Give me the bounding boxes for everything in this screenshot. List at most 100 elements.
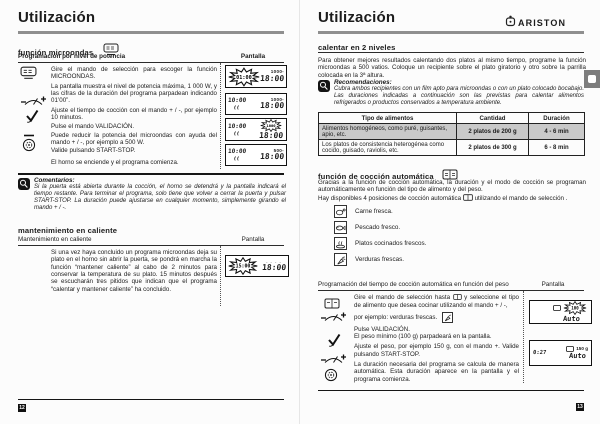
display-clock-value: 18:00 (258, 131, 284, 140)
table-header-row: Tipo de alimentos Cantidad Duración (318, 112, 585, 124)
section-separator (18, 173, 284, 175)
dual-display-icon (442, 167, 458, 185)
title-rule (318, 31, 584, 34)
step-press-validation: Pulse el mando VALIDACIÓN. (51, 123, 135, 131)
autocook-steps-text: Gire el mando de selección hasta y selec… (354, 294, 519, 383)
step-reduce-power: Puede reducir la potencia del microondas… (51, 131, 217, 146)
micro-steps-area: Gire el mando de selección para escoger … (18, 63, 287, 172)
keepwarm-subheader-row: Mantenimiento en caliente Pantalla (18, 236, 284, 246)
svg-text:01:00: 01:00 (236, 74, 252, 80)
section-microwave-header: función microondas (18, 43, 119, 61)
display-duration-value: 0:27 (532, 350, 547, 356)
plus-minus-knob-icon (20, 93, 47, 112)
start-stop-button-icon (22, 138, 36, 157)
check-icon (24, 108, 39, 128)
table-row: Los platos de consistencia heterogénea c… (318, 139, 585, 156)
column-header-keepwarm: Mantenimiento en caliente (18, 236, 92, 243)
display-box-keepwarm: 15:00 - - - - 18:00 (225, 255, 289, 277)
cell-duration: 4 - 6 min (528, 123, 585, 140)
footer-rule (318, 390, 584, 391)
starburst-flash: 01:00 (228, 66, 260, 87)
minus-icon (23, 125, 35, 143)
food-label: Pescado fresco. (355, 224, 401, 231)
title-rule (18, 31, 284, 34)
step-set-time: Ajuste el tiempo de cocción con el mando… (51, 106, 217, 121)
display-power-value: 1000- (270, 96, 284, 102)
col-food-type: Tipo de alimentos (318, 112, 457, 124)
meat-icon (334, 205, 347, 218)
food-label: Platos cocinados frescos. (355, 240, 427, 247)
display-auto-label: Auto (562, 315, 581, 323)
display-box-validated: 10:00 500- 18:00 (225, 144, 287, 166)
step-oven-starts: El horno se enciende y el programa comie… (51, 159, 179, 167)
check-icon (326, 332, 341, 352)
display-time-value: 10:00 (227, 122, 247, 130)
section-keepwarm-header: mantenimiento en caliente (18, 226, 118, 235)
fish-icon (334, 221, 347, 234)
steam-icon (234, 156, 239, 161)
start-stop-button-icon (324, 368, 338, 387)
mode-icon (566, 346, 575, 352)
svg-text:100: 100 (571, 305, 579, 310)
column-divider (523, 291, 524, 383)
display-clock-value: 18:00 (259, 152, 285, 162)
steam-icon (234, 130, 239, 136)
magnifier-hand-icon (18, 177, 30, 212)
food-label: Verduras frescas. (355, 256, 404, 263)
display-weight-value: 150 g (576, 345, 588, 351)
svg-text:1000: 1000 (266, 123, 276, 128)
footer-rule (18, 399, 284, 400)
column-header-programming: Programación del tiempo de cocción autom… (318, 281, 509, 288)
svg-text:15:00: 15:00 (236, 264, 251, 270)
section-header-label: función microondas (18, 47, 94, 57)
dual-display-icon (452, 294, 462, 302)
starburst-flash: 1000 (260, 119, 282, 132)
table-row: Alimentos homogéneos, como puré, guisant… (318, 123, 585, 140)
recommendations-block: Recomendaciones: Cubra ambos recipientes… (318, 79, 586, 107)
display-box-weight-flash: 100 Auto (529, 300, 592, 324)
plus-minus-knob-icon (320, 309, 347, 328)
section-autocook-header: función de cocción automática (318, 167, 458, 185)
page-number: 13 (576, 403, 584, 411)
display-clock-value: 18:00 (259, 73, 285, 83)
step-display-shows: La pantalla muestra el nivel de potencia… (51, 82, 217, 105)
column-divider (220, 63, 221, 169)
col-quantity: Cantidad (456, 112, 529, 124)
steam-icon (234, 105, 239, 110)
section-tab-marker (584, 70, 600, 88)
cell-quantity: 2 platos de 200 g (456, 123, 529, 140)
comments-text: Si la puerta está abierta durante la coc… (34, 184, 286, 212)
page-title: Utilización (18, 9, 96, 26)
column-header-display: Pantalla (541, 281, 565, 288)
ariston-logo-icon (505, 14, 516, 32)
food-label: Carne fresca. (355, 208, 393, 215)
column-header-programming: Programación por nivel de potencia (18, 53, 126, 60)
left-page: Utilización función microondas Programac… (18, 9, 289, 412)
column-header-display: Pantalla (240, 53, 266, 60)
microwave-waves-icon (20, 66, 37, 85)
micro-steps-text: Gire el mando de selección para escoger … (51, 66, 217, 167)
display-time-value: 10:00 (227, 97, 247, 104)
section-levels-header: calentar en 2 niveles (318, 43, 396, 52)
step-validate-start: Valide pulsando START-STOP. (51, 147, 136, 155)
autocook-intro: Gracias a la función de cocción automáti… (318, 179, 586, 203)
recommendations-label: Recomendaciones: (334, 79, 392, 86)
cell-food-type: Alimentos homogéneos, como puré, guisant… (318, 123, 457, 140)
food-item: Pescado fresco. (334, 221, 586, 234)
brand-logo: ARISTON (505, 14, 566, 32)
autocook-subheader-row: Programación del tiempo de cocción autom… (318, 281, 584, 291)
step-press-validation: Pulse VALIDACIÓN. (354, 325, 410, 333)
brand-name: ARISTON (518, 18, 567, 28)
keepwarm-text: Si una vez haya concluido un programa mi… (51, 249, 217, 293)
levels-intro: Para obtener mejores resultados calentan… (318, 57, 586, 79)
dual-display-icon (324, 296, 340, 314)
header-rule (318, 52, 584, 53)
page-title: Utilización (318, 9, 396, 26)
cooked-dish-icon (334, 237, 347, 250)
column-divider (220, 246, 221, 306)
display-time-value: 10:00 (227, 148, 247, 155)
micro-subheader-row: Programación por nivel de potencia Panta… (18, 53, 284, 63)
display-box-auto-running: 0:27 150 g Auto (529, 340, 592, 366)
food-item: Carne fresca. (334, 205, 586, 218)
